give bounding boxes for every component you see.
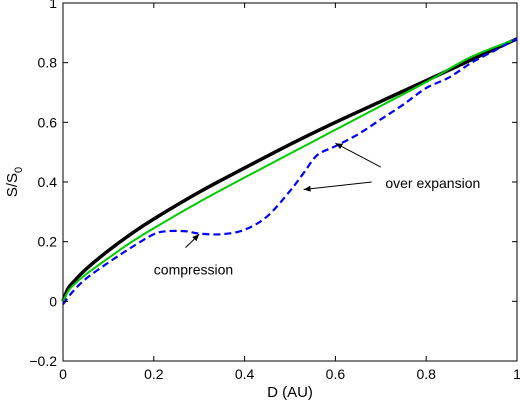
y-axis-label-subscript: 0 (13, 167, 25, 173)
y-tick-label: 0.6 (38, 114, 58, 130)
svg-text:S/S0: S/S0 (4, 167, 25, 197)
annotation-label-2: over expansion (385, 175, 480, 191)
series-line-3 (62, 37, 518, 305)
x-tick-label: 1 (513, 366, 520, 382)
x-tick-label: 0.8 (416, 366, 436, 382)
tick-layer: 0 0.2 0.4 0.6 0.8 1−0.200.20.40.60.81 (29, 0, 520, 382)
y-tick-label: 0.4 (38, 174, 58, 190)
series-line-2 (62, 37, 518, 302)
y-axis-label: S/S0 (4, 167, 25, 197)
y-tick-label: −0.2 (29, 353, 57, 369)
series-layer (61, 37, 518, 305)
x-tick-label: 0.6 (326, 366, 346, 382)
y-tick-label: 0.2 (38, 234, 58, 250)
x-tick-label: 0 (59, 366, 67, 382)
y-tick-label: 1 (49, 0, 57, 11)
x-axis-label: D (AU) (267, 384, 313, 401)
x-tick-label: 0.4 (235, 366, 255, 382)
x-tick-label: 0.2 (144, 366, 164, 382)
annotation-label-1: compression (154, 261, 233, 277)
annotation-arrow (185, 233, 200, 248)
annotation-layer: compression over expansion (154, 142, 480, 277)
series-line-1 (61, 37, 518, 302)
y-tick-label: 0 (49, 293, 57, 309)
y-tick-label: 0.8 (38, 55, 58, 71)
y-axis-label-main: S/S (4, 173, 21, 197)
annotation-arrow (335, 142, 382, 168)
plot-area (62, 2, 518, 362)
annotation-arrow (303, 181, 372, 192)
